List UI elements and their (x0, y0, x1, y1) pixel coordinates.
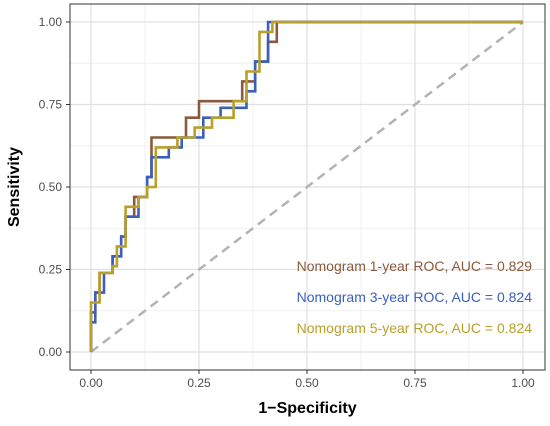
y-axis-ticks: 0.00 0.25 0.50 0.75 1.00 (39, 15, 70, 359)
roc-curves (89, 20, 523, 352)
auc-label-2: Nomogram 3-year ROC, AUC = 0.824 (297, 289, 533, 305)
x-tick-label: 1.00 (511, 376, 535, 390)
roc-curve-3 (89, 20, 523, 352)
auc-label-1: Nomogram 1-year ROC, AUC = 0.829 (297, 258, 533, 274)
x-axis-ticks: 0.00 0.25 0.50 0.75 1.00 (79, 370, 535, 390)
auc-label-3: Nomogram 5-year ROC, AUC = 0.824 (297, 320, 533, 336)
y-tick-label: 0.00 (39, 345, 63, 359)
y-tick-label: 0.25 (39, 263, 63, 277)
x-tick-label: 0.75 (403, 376, 427, 390)
y-tick-label: 0.50 (39, 180, 63, 194)
x-axis-title: 1−Specificity (258, 400, 356, 417)
y-axis-title: Sensitivity (6, 147, 23, 227)
x-tick-label: 0.50 (295, 376, 319, 390)
auc-annotations: Nomogram 1-year ROC, AUC = 0.829 Nomogram… (297, 258, 533, 336)
y-tick-label: 0.75 (39, 98, 63, 112)
reference-diagonal (90, 21, 524, 353)
x-tick-label: 0.25 (187, 376, 211, 390)
x-tick-label: 0.00 (79, 376, 103, 390)
y-tick-label: 1.00 (39, 15, 63, 29)
